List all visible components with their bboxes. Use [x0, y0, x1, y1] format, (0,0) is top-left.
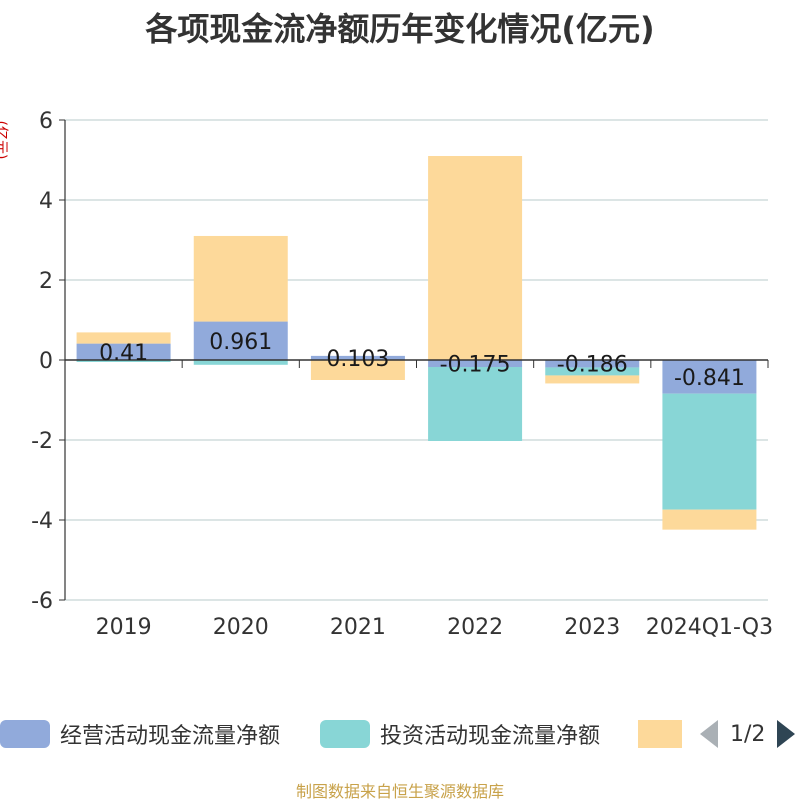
y-tick-label: -4 [31, 509, 53, 534]
bar-segment-2-2022[interactable] [428, 367, 523, 441]
data-label-2022: -0.175 [440, 353, 511, 378]
data-label-2024Q1-Q3: -0.841 [674, 366, 745, 391]
bar-segment-2-2020[interactable] [193, 360, 288, 365]
bar-segment-1-2019[interactable] [76, 343, 171, 360]
bar-segment-3-2020[interactable] [193, 235, 288, 322]
legend-swatch-third [638, 720, 682, 748]
y-tick-label: -2 [31, 429, 53, 454]
bar-segment-3-2022[interactable] [428, 156, 523, 360]
legend-next-icon[interactable] [777, 720, 796, 748]
legend-item-investing[interactable]: 投资活动现金流量净额 [320, 716, 600, 752]
x-tick-label: 2021 [330, 615, 386, 640]
bar-segment-3-2023[interactable] [545, 375, 640, 384]
bar-segment-3-2024Q1-Q3[interactable] [662, 509, 757, 530]
legend-page-indicator: 1/2 [730, 721, 766, 747]
x-tick-label: 2022 [447, 615, 503, 640]
bar-segment-1-2023[interactable] [545, 360, 640, 368]
bar-segment-2-2019[interactable] [76, 360, 171, 362]
legend: 经营活动现金流量净额 投资活动现金流量净额 1/2 [0, 716, 800, 752]
legend-swatch-operating [0, 720, 50, 748]
data-label-2023: -0.186 [557, 353, 628, 378]
bar-segment-1-2020[interactable] [193, 321, 288, 360]
legend-label-operating: 经营活动现金流量净额 [60, 724, 281, 749]
bar-segment-2-2024Q1-Q3[interactable] [662, 393, 757, 510]
y-tick-label: 6 [39, 109, 53, 134]
legend-pager: 1/2 [700, 716, 796, 752]
legend-prev-icon[interactable] [700, 720, 718, 748]
data-label-2020: 0.961 [209, 330, 272, 355]
bar-segment-2-2023[interactable] [545, 367, 640, 376]
bar-segment-1-2021[interactable] [310, 355, 405, 360]
x-tick-label: 2024Q1-Q3 [646, 615, 773, 640]
bar-segment-1-2022[interactable] [428, 360, 523, 367]
x-tick-label: 2020 [213, 615, 269, 640]
x-tick-label: 2023 [564, 615, 620, 640]
y-tick-label: -6 [31, 589, 53, 614]
bar-segment-3-2021[interactable] [310, 360, 405, 380]
legend-item-operating[interactable]: 经营活动现金流量净额 [0, 716, 280, 752]
data-label-2021: 0.103 [326, 347, 389, 372]
bar-segment-3-2019[interactable] [76, 332, 171, 344]
legend-label-investing: 投资活动现金流量净额 [380, 724, 601, 749]
legend-swatch-investing [320, 720, 370, 748]
x-tick-label: 2019 [96, 615, 152, 640]
legend-item-third[interactable] [638, 716, 682, 752]
data-source-note: 制图数据来自恒生聚源数据库 [295, 782, 504, 801]
y-tick-label: 2 [39, 269, 53, 294]
y-tick-label: 4 [39, 189, 53, 214]
data-label-2019: 0.41 [99, 341, 148, 366]
y-tick-label: 0 [39, 349, 53, 374]
bar-segment-1-2024Q1-Q3[interactable] [662, 360, 757, 394]
chart-title: 各项现金流净额历年变化情况(亿元) [145, 10, 655, 48]
